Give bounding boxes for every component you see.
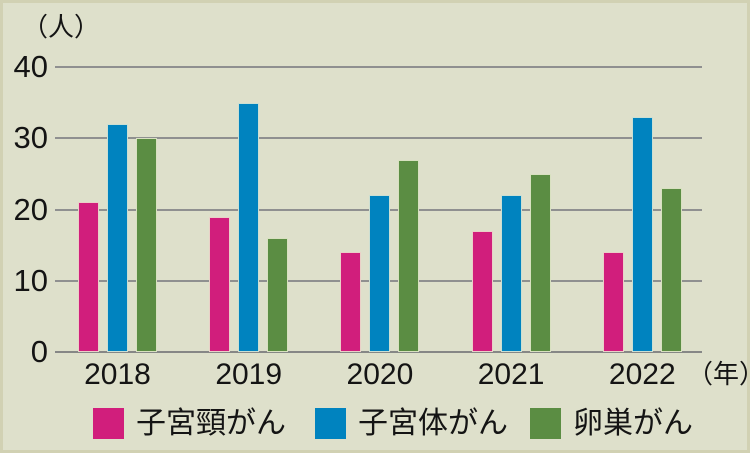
bar-ovarian-cancer-2021: [529, 173, 551, 352]
bar-uterine-cancer-2021: [500, 195, 522, 352]
x-tick-label-2018: 2018: [84, 358, 151, 391]
y-tick-label-10: 10: [13, 262, 48, 298]
bar-cervical-cancer-2018: [78, 202, 99, 352]
legend-label-uterine-cancer: 子宮体がん: [358, 407, 508, 440]
legend-swatch-cervical-cancer: [93, 408, 124, 439]
x-tick-label-2021: 2021: [477, 358, 545, 391]
bar-uterine-cancer-2018: [107, 124, 128, 352]
bar-ovarian-cancer-2019: [267, 238, 289, 352]
x-tick-label-2019: 2019: [215, 358, 283, 391]
y-axis-unit-label: （人）: [22, 12, 101, 42]
bar-uterine-cancer-2020: [369, 195, 391, 352]
bar-ovarian-cancer-2022: [660, 188, 682, 352]
bar-uterine-cancer-2019: [238, 102, 260, 352]
x-axis-line: [55, 351, 702, 353]
bar-cervical-cancer-2022: [602, 252, 624, 352]
bar-ovarian-cancer-2020: [398, 159, 420, 352]
y-tick-label-30: 30: [13, 120, 48, 156]
y-tick-label-20: 20: [13, 191, 48, 227]
bar-cervical-cancer-2019: [209, 216, 231, 352]
legend-label-ovarian-cancer: 卵巣がん: [573, 407, 693, 440]
y-tick-label-0: 0: [30, 334, 48, 369]
x-axis-unit-label: （年）: [687, 359, 750, 389]
legend-item-uterine-cancer: 子宮体がん: [315, 407, 508, 440]
bar-uterine-cancer-2022: [631, 116, 653, 352]
bar-cervical-cancer-2020: [340, 252, 362, 352]
legend-swatch-uterine-cancer: [315, 408, 346, 439]
x-tick-label-2022: 2022: [608, 358, 676, 391]
legend-label-cervical-cancer: 子宮頸がん: [136, 407, 286, 440]
gridline-40: [55, 66, 702, 68]
legend-item-ovarian-cancer: 卵巣がん: [530, 407, 693, 440]
legend-swatch-ovarian-cancer: [530, 408, 561, 439]
bar-ovarian-cancer-2018: [136, 138, 157, 352]
y-tick-label-40: 40: [13, 49, 48, 84]
x-tick-label-2020: 2020: [346, 358, 414, 391]
legend-item-cervical-cancer: 子宮頸がん: [93, 407, 286, 440]
bar-cervical-cancer-2021: [471, 230, 493, 352]
gridline-30: [55, 137, 702, 140]
